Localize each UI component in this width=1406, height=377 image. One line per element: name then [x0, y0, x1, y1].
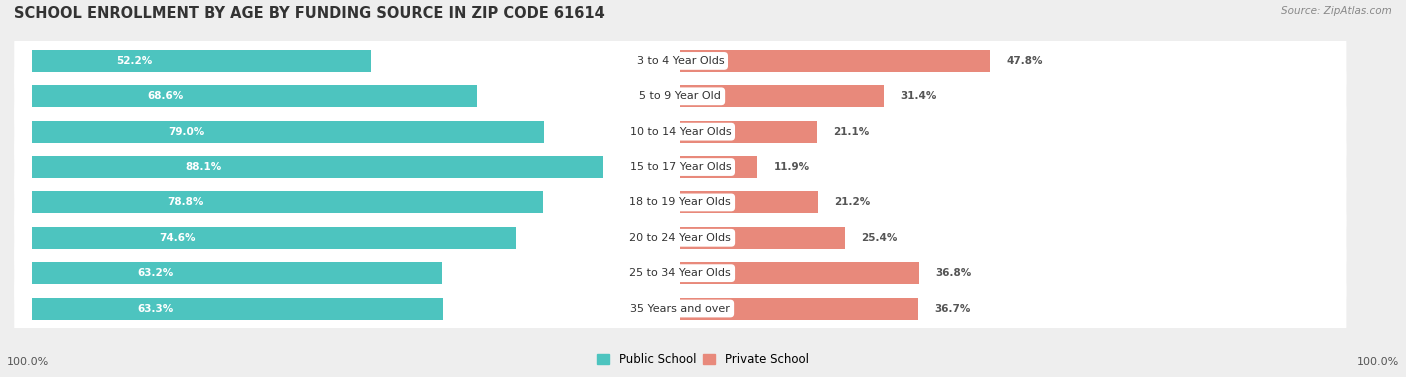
Text: 63.2%: 63.2% — [138, 268, 173, 278]
Text: 100.0%: 100.0% — [7, 357, 49, 367]
FancyBboxPatch shape — [14, 194, 1347, 282]
Text: 25 to 34 Year Olds: 25 to 34 Year Olds — [630, 268, 731, 278]
FancyBboxPatch shape — [14, 265, 1347, 352]
Text: 100.0%: 100.0% — [1357, 357, 1399, 367]
Bar — [32, 121, 544, 143]
Bar — [681, 156, 758, 178]
Text: 36.8%: 36.8% — [935, 268, 972, 278]
Text: 15 to 17 Year Olds: 15 to 17 Year Olds — [630, 162, 731, 172]
Text: 11.9%: 11.9% — [773, 162, 810, 172]
Text: 36.7%: 36.7% — [935, 303, 970, 314]
FancyBboxPatch shape — [14, 52, 1347, 140]
Text: 20 to 24 Year Olds: 20 to 24 Year Olds — [630, 233, 731, 243]
Bar — [32, 85, 477, 107]
Text: 35 Years and over: 35 Years and over — [630, 303, 730, 314]
Bar — [32, 227, 516, 249]
Text: 52.2%: 52.2% — [115, 56, 152, 66]
Bar — [32, 192, 543, 213]
Bar — [32, 262, 441, 284]
Text: 88.1%: 88.1% — [186, 162, 222, 172]
Text: 74.6%: 74.6% — [159, 233, 195, 243]
Text: 63.3%: 63.3% — [138, 303, 173, 314]
Bar — [681, 121, 817, 143]
Legend: Public School, Private School: Public School, Private School — [593, 349, 813, 371]
Bar — [32, 50, 371, 72]
Bar — [681, 85, 884, 107]
Bar — [32, 156, 603, 178]
Bar — [681, 297, 918, 319]
Text: 21.1%: 21.1% — [834, 127, 869, 137]
Text: Source: ZipAtlas.com: Source: ZipAtlas.com — [1281, 6, 1392, 16]
FancyBboxPatch shape — [14, 17, 1347, 105]
Bar — [681, 227, 845, 249]
Text: 68.6%: 68.6% — [148, 91, 184, 101]
Bar — [681, 262, 918, 284]
Text: 78.8%: 78.8% — [167, 198, 204, 207]
Text: 5 to 9 Year Old: 5 to 9 Year Old — [640, 91, 721, 101]
Text: 18 to 19 Year Olds: 18 to 19 Year Olds — [630, 198, 731, 207]
Bar — [681, 192, 818, 213]
FancyBboxPatch shape — [14, 123, 1347, 211]
Bar — [32, 297, 443, 319]
Text: 21.2%: 21.2% — [834, 198, 870, 207]
FancyBboxPatch shape — [14, 88, 1347, 176]
Text: SCHOOL ENROLLMENT BY AGE BY FUNDING SOURCE IN ZIP CODE 61614: SCHOOL ENROLLMENT BY AGE BY FUNDING SOUR… — [14, 6, 605, 21]
FancyBboxPatch shape — [14, 159, 1347, 246]
FancyBboxPatch shape — [14, 229, 1347, 317]
Text: 31.4%: 31.4% — [900, 91, 936, 101]
Bar — [681, 50, 990, 72]
Text: 47.8%: 47.8% — [1007, 56, 1043, 66]
Text: 25.4%: 25.4% — [860, 233, 897, 243]
Text: 79.0%: 79.0% — [167, 127, 204, 137]
Text: 10 to 14 Year Olds: 10 to 14 Year Olds — [630, 127, 731, 137]
Text: 3 to 4 Year Olds: 3 to 4 Year Olds — [637, 56, 724, 66]
